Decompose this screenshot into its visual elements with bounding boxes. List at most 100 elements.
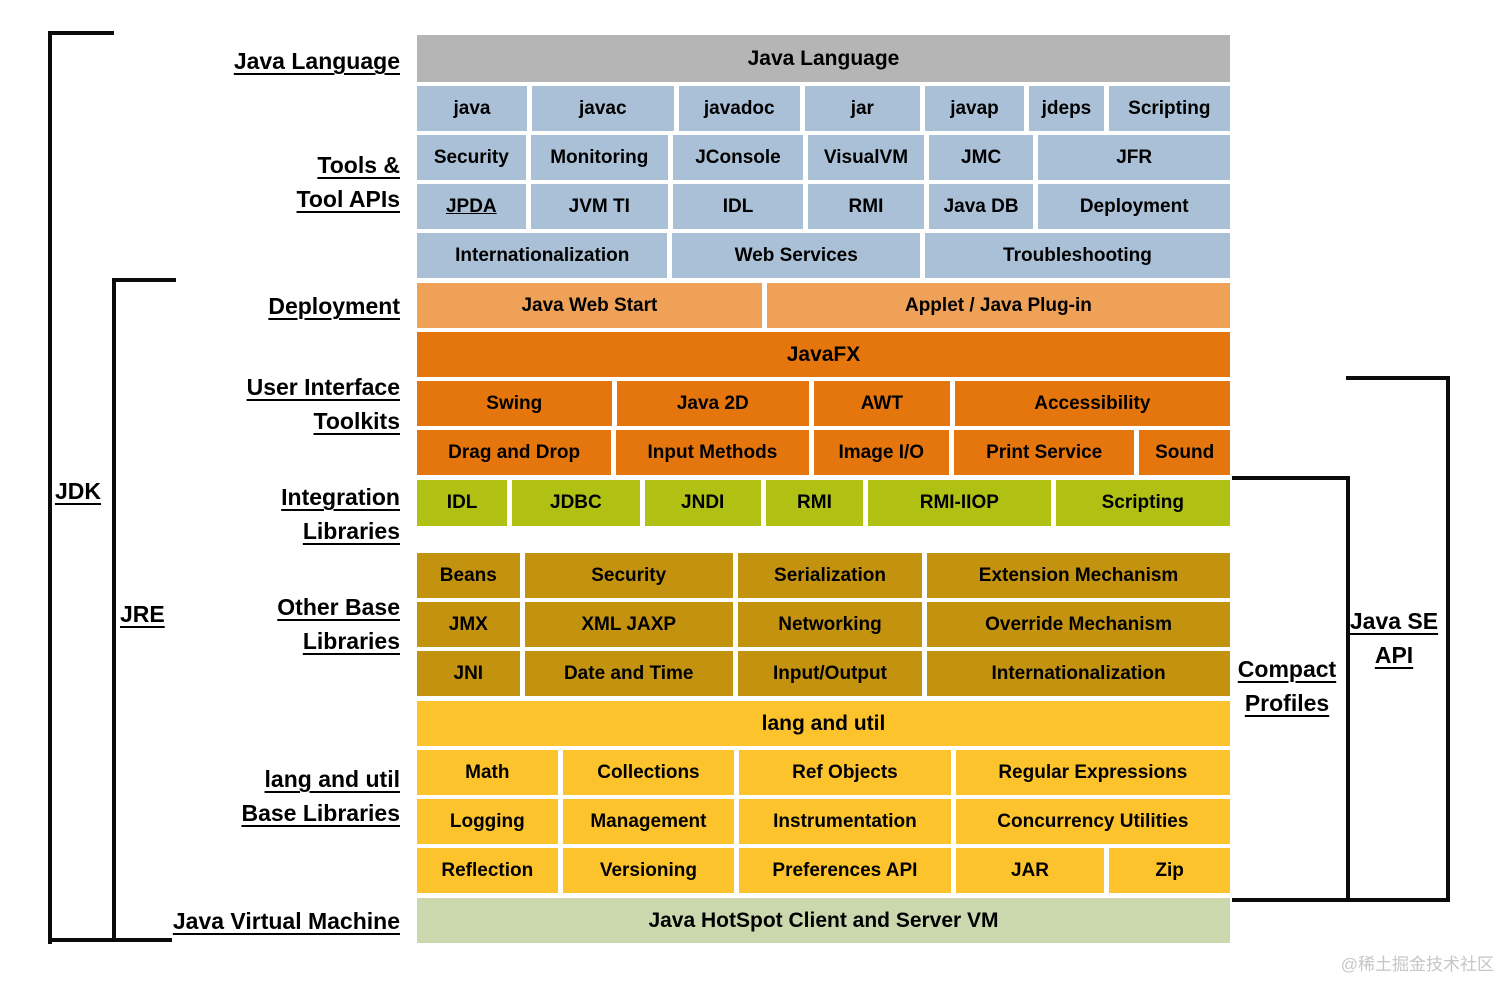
cell-visualvm: VisualVM: [808, 135, 924, 180]
cell-applet-java-plugin: Applet / Java Plug-in: [766, 283, 1230, 328]
cell-math: Math: [417, 750, 558, 795]
base-row-3: JNI Date and Time Input/Output Internati…: [417, 651, 1230, 696]
cell-accessibility: Accessibility: [954, 381, 1230, 426]
cell-javadoc: javadoc: [678, 86, 800, 131]
cell-monitoring: Monitoring: [530, 135, 668, 180]
lang-row-2: Logging Management Instrumentation Concu…: [417, 799, 1230, 844]
label-java-se-api: Java SE API: [1346, 604, 1442, 672]
cell-javafx: JavaFX: [417, 332, 1230, 377]
cell-javap: javap: [924, 86, 1025, 131]
label-ui-line2: Toolkits: [313, 408, 400, 434]
cell-xml-jaxp: XML JAXP: [524, 602, 733, 647]
cell-jfr: JFR: [1038, 135, 1230, 180]
label-java-se-line2: API: [1374, 642, 1414, 668]
cell-java: java: [417, 86, 527, 131]
tools-row-1: java javac javadoc jar javap jdeps Scrip…: [417, 86, 1230, 131]
cell-jconsole: JConsole: [672, 135, 804, 180]
cell-scripting-integration: Scripting: [1055, 480, 1230, 526]
cell-print-service: Print Service: [954, 430, 1135, 475]
tools-row-2: Security Monitoring JConsole VisualVM JM…: [417, 135, 1230, 180]
watermark: @稀土掘金技术社区: [1340, 955, 1494, 974]
label-compact-profiles: Compact Profiles: [1234, 652, 1340, 720]
cell-input-methods: Input Methods: [616, 430, 809, 475]
label-ui-line1: User Interface: [246, 374, 400, 400]
tools-row-4: Internationalization Web Services Troubl…: [417, 233, 1230, 278]
cell-security-base: Security: [524, 553, 733, 598]
cell-troubleshooting: Troubleshooting: [924, 233, 1230, 278]
cell-override-mechanism: Override Mechanism: [927, 602, 1230, 647]
label-lang-util-line1: lang and util: [264, 766, 400, 792]
cell-management: Management: [562, 799, 735, 844]
label-lang-util-line2: Base Libraries: [241, 800, 400, 826]
cell-java-2d: Java 2D: [616, 381, 810, 426]
cell-swing: Swing: [417, 381, 612, 426]
cell-rmi-iiop: RMI-IIOP: [868, 480, 1051, 526]
jdk-bracket: [48, 31, 114, 944]
cell-internationalization-tools: Internationalization: [417, 233, 668, 278]
ui-row-2: Drag and Drop Input Methods Image I/O Pr…: [417, 430, 1230, 475]
label-java-se-line1: Java SE: [1349, 608, 1439, 634]
tools-row-3: JPDA JVM TI IDL RMI Java DB Deployment: [417, 184, 1230, 229]
label-integration-line2: Libraries: [302, 518, 400, 544]
cell-scripting-tools: Scripting: [1108, 86, 1230, 131]
label-compact-line2: Profiles: [1244, 690, 1330, 716]
base-row-2: JMX XML JAXP Networking Override Mechani…: [417, 602, 1230, 647]
cell-logging: Logging: [417, 799, 558, 844]
cell-jndi: JNDI: [644, 480, 761, 526]
cell-collections: Collections: [562, 750, 735, 795]
cell-concurrency-utilities: Concurrency Utilities: [955, 799, 1230, 844]
cell-jmc: JMC: [928, 135, 1034, 180]
cell-jar-lib: JAR: [955, 848, 1105, 893]
cell-beans: Beans: [417, 553, 520, 598]
cell-security-tools: Security: [417, 135, 526, 180]
compact-profiles-bracket: [1232, 476, 1350, 902]
label-tools-tool-apis: Tools & Tool APIs: [0, 148, 401, 216]
cell-jar: jar: [804, 86, 920, 131]
cell-java-language-header: Java Language: [417, 35, 1230, 82]
java-se-api-bracket: [1346, 376, 1450, 902]
cell-ref-objects: Ref Objects: [739, 750, 951, 795]
base-row-1: Beans Security Serialization Extension M…: [417, 553, 1230, 598]
lang-row-1: Math Collections Ref Objects Regular Exp…: [417, 750, 1230, 795]
label-integration-libraries: Integration Libraries: [0, 480, 400, 548]
cell-jni: JNI: [417, 651, 520, 696]
cell-extension-mechanism: Extension Mechanism: [927, 553, 1230, 598]
cell-internationalization-base: Internationalization: [927, 651, 1230, 696]
cell-drag-and-drop: Drag and Drop: [417, 430, 612, 475]
label-other-base-libraries: Other Base Libraries: [0, 590, 400, 658]
label-other-base-line2: Libraries: [302, 628, 400, 654]
cell-jpda: JPDA: [417, 184, 526, 229]
cell-sound: Sound: [1139, 430, 1230, 475]
cell-javac: javac: [532, 86, 674, 131]
cell-deployment-tools: Deployment: [1038, 184, 1230, 229]
label-tools-line1: Tools &: [317, 152, 400, 178]
cell-versioning: Versioning: [562, 848, 735, 893]
deployment-row: Java Web Start Applet / Java Plug-in: [417, 283, 1230, 328]
ui-row-1: Swing Java 2D AWT Accessibility: [417, 381, 1230, 426]
cell-idl-tools: IDL: [672, 184, 804, 229]
cell-date-and-time: Date and Time: [524, 651, 733, 696]
cell-jdbc: JDBC: [512, 480, 640, 526]
cell-java-hotspot-vm: Java HotSpot Client and Server VM: [417, 898, 1230, 943]
label-jdk: JDK: [55, 478, 102, 504]
label-other-base-line1: Other Base: [277, 594, 400, 620]
cell-instrumentation: Instrumentation: [739, 799, 951, 844]
cell-serialization: Serialization: [737, 553, 923, 598]
cell-regular-expressions: Regular Expressions: [955, 750, 1230, 795]
label-jre: JRE: [120, 601, 165, 627]
lang-row-3: Reflection Versioning Preferences API JA…: [417, 848, 1230, 893]
label-deployment: Deployment: [268, 293, 400, 319]
cell-java-web-start: Java Web Start: [417, 283, 762, 328]
label-lang-util-base-libraries: lang and util Base Libraries: [0, 762, 400, 830]
cell-jvm-ti: JVM TI: [530, 184, 668, 229]
cell-jmx: JMX: [417, 602, 520, 647]
cell-networking: Networking: [737, 602, 923, 647]
cell-preferences-api: Preferences API: [739, 848, 951, 893]
cell-idl: IDL: [417, 480, 508, 526]
label-java-virtual-machine: Java Virtual Machine: [172, 908, 400, 934]
jdk-bracket-bottom-tick: [48, 938, 172, 942]
cell-rmi: RMI: [765, 480, 864, 526]
cell-web-services: Web Services: [672, 233, 920, 278]
label-compact-line1: Compact: [1237, 656, 1337, 682]
